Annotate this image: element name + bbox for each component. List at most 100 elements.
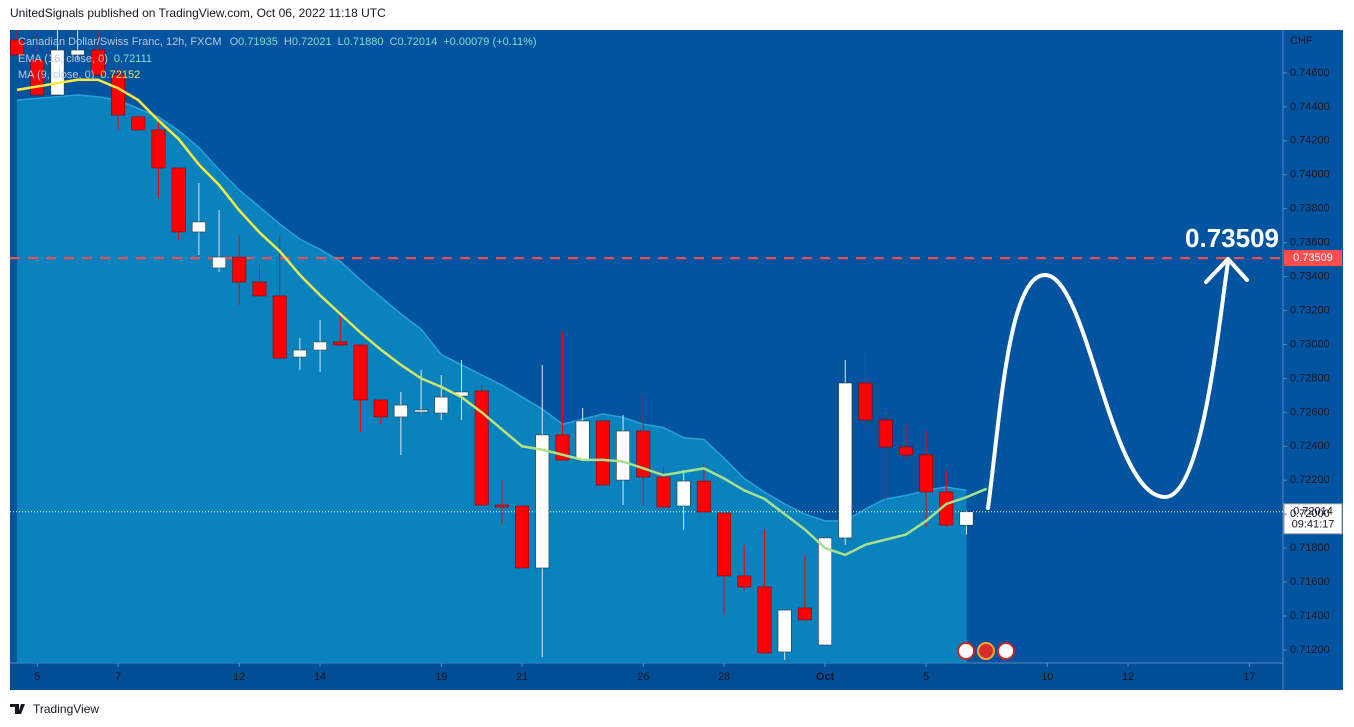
candle-body (292, 349, 307, 358)
candle-body (70, 49, 85, 56)
price-level-label: 0.73509 (1293, 252, 1333, 264)
candle-body (373, 399, 388, 418)
y-tick-label: 0.74200 (1290, 135, 1330, 147)
ohlc-value: 0.72021 (292, 36, 332, 48)
x-tick-label: 10 (1041, 671, 1053, 683)
event-icons (957, 642, 1015, 660)
event-icon (977, 642, 995, 660)
indicator-legend: MA (9, close, 0) 0.72152 (18, 69, 140, 81)
candle-body (353, 344, 368, 401)
candle-body (535, 434, 550, 569)
candle-body (959, 511, 974, 526)
footer-brand: TradingView (33, 702, 99, 716)
y-tick-label: 0.73000 (1290, 338, 1330, 350)
axes: 0.735090.735090.7201409:41:170.712000.71… (18, 35, 1343, 683)
candle-body (595, 420, 610, 486)
y-tick-label: 0.74000 (1290, 169, 1330, 181)
y-tick-label: 0.71200 (1290, 644, 1330, 656)
indicator-value: 0.72152 (100, 69, 140, 81)
ohlc-value: 0.71880 (344, 36, 384, 48)
y-tick-label: 0.73600 (1290, 237, 1330, 249)
candle-body (676, 480, 691, 507)
candle-body (414, 409, 429, 413)
candle-body (858, 382, 873, 421)
candle-body (797, 607, 812, 621)
y-tick-label: 0.71400 (1290, 610, 1330, 622)
candle-body (333, 341, 348, 346)
ohlc-key: C (390, 36, 398, 48)
ohlc-key: L (338, 36, 344, 48)
y-tick-label: 0.72600 (1290, 406, 1330, 418)
ohlc-value: 0.72014 (397, 36, 437, 48)
x-tick-label: 17 (1243, 671, 1255, 683)
candle-body (878, 419, 893, 448)
x-tick-label: 5 (34, 671, 40, 683)
x-tick-label: 12 (1122, 671, 1134, 683)
candle-body (252, 281, 267, 297)
price-level-box (1284, 250, 1342, 267)
indicator-value: 0.72111 (114, 53, 152, 65)
symbol-name: Canadian Dollar/Swiss Franc, 12h, FXCM (18, 36, 222, 48)
candle-body (111, 74, 126, 116)
last-price-box (1283, 503, 1343, 535)
change-value: +0.00079 (+0.11%) (443, 36, 536, 48)
annotation-arrow (986, 257, 1249, 510)
y-tick-label: 0.71600 (1290, 576, 1330, 588)
candle-body (818, 537, 833, 646)
candle-body (636, 430, 651, 478)
ohlc-value: 0.71935 (238, 36, 278, 48)
candle-body (757, 586, 772, 654)
y-tick-label: 0.74600 (1290, 67, 1330, 79)
y-tick-label: 0.73400 (1290, 270, 1330, 282)
candle-body (232, 256, 247, 283)
candle-body (212, 256, 227, 269)
candle-body (777, 609, 792, 653)
x-tick-label: 28 (718, 671, 730, 683)
candle-body (272, 295, 287, 359)
x-tick-label: Oct (816, 671, 835, 683)
footer-logo (10, 704, 25, 714)
arrow-head (1204, 257, 1249, 284)
candle-body (898, 446, 913, 456)
event-icon (957, 642, 975, 660)
indicator-area-edge (17, 94, 967, 522)
candle-body (151, 129, 166, 169)
candle-body (696, 480, 711, 513)
candle-body (616, 430, 631, 481)
candle-body (838, 382, 853, 539)
y-tick-label: 0.71800 (1290, 542, 1330, 554)
candle-body (171, 167, 186, 233)
candle-body (656, 476, 671, 508)
y-tick-label: 0.72000 (1290, 508, 1330, 520)
candle-body (494, 504, 509, 508)
publisher: UnitedSignals published on TradingView.c… (10, 6, 386, 20)
indicator-name: EMA (16, close, 0) (18, 53, 108, 65)
y-tick-label: 0.73800 (1290, 203, 1330, 215)
y-tick-label: 0.72400 (1290, 440, 1330, 452)
last-price-label: 0.72014 (1293, 506, 1333, 518)
candle-body (131, 116, 146, 131)
candle-body (717, 512, 732, 577)
indicator-name: MA (9, close, 0) (18, 69, 94, 81)
candle-body (90, 49, 105, 76)
x-tick-label: 26 (637, 671, 649, 683)
price-level-annotation: 0.73509 (1185, 223, 1279, 253)
symbol-legend: Canadian Dollar/Swiss Franc, 12h, FXCM O0… (18, 36, 537, 48)
candle-body (474, 390, 489, 506)
candle-body (313, 341, 328, 351)
y-tick-label: 0.73200 (1290, 304, 1330, 316)
logo-mark (10, 704, 25, 714)
plot (10, 30, 1283, 663)
x-tick-label: 12 (233, 671, 245, 683)
x-tick-label: 21 (516, 671, 528, 683)
x-tick-label: 5 (923, 671, 929, 683)
x-axis-strip (10, 663, 1283, 690)
candle-body (191, 221, 206, 233)
candle-body (434, 396, 449, 414)
candle-body (393, 404, 408, 418)
indicator-legend: EMA (16, close, 0) 0.72111 (18, 53, 152, 65)
y-tick-label: 0.72800 (1290, 372, 1330, 384)
candle-body (919, 454, 934, 493)
arrow-curve (986, 260, 1230, 510)
